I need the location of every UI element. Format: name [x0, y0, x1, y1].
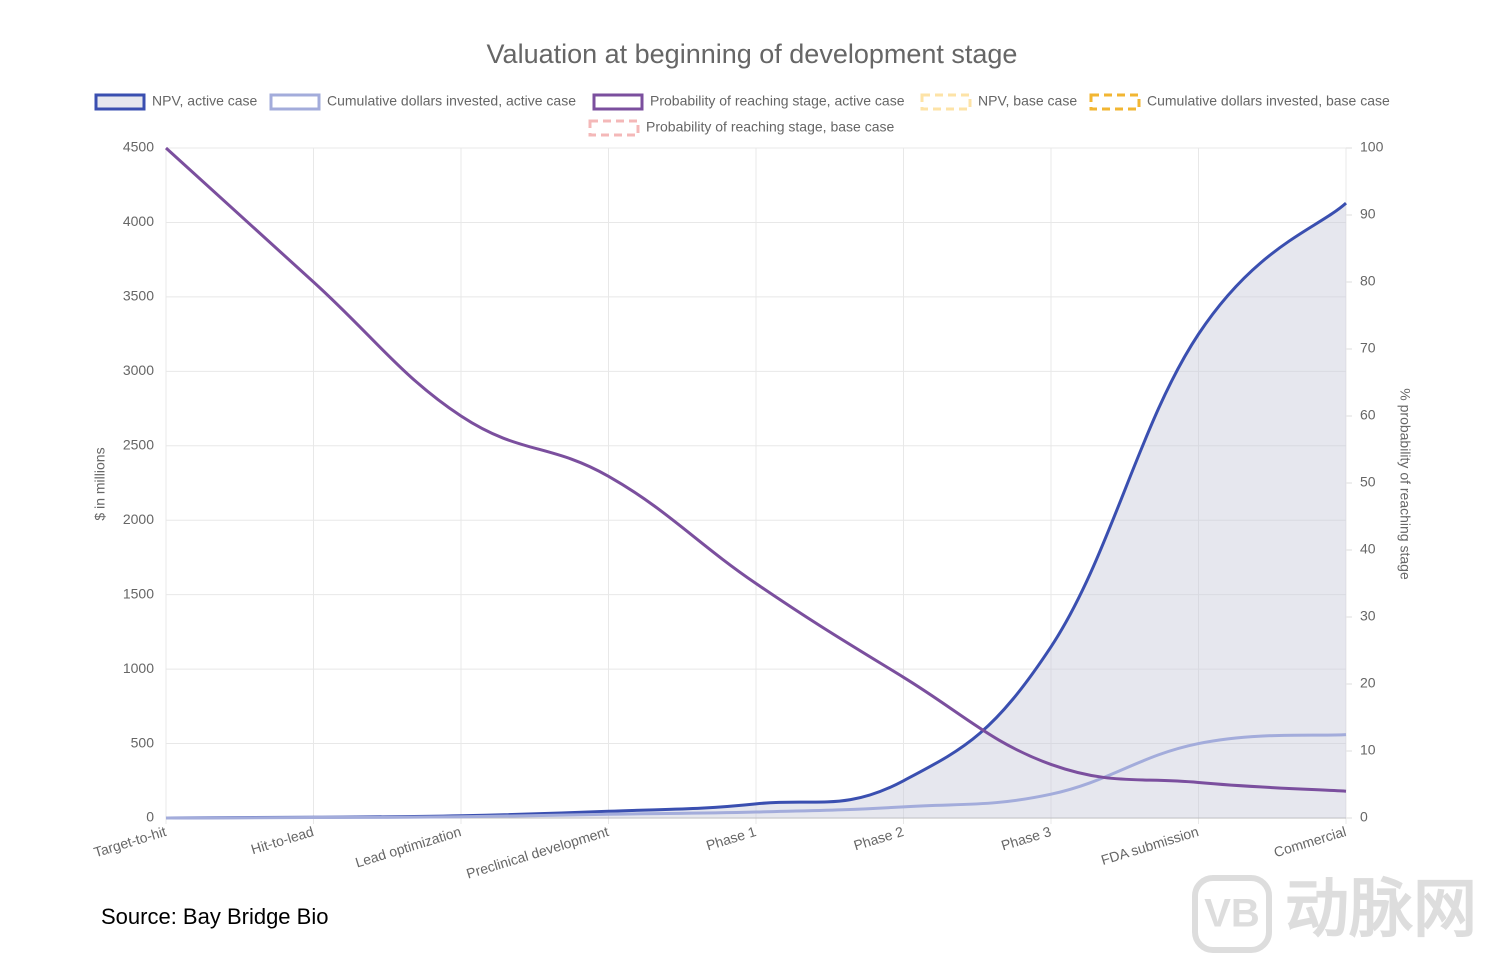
- legend-swatch: [1089, 93, 1141, 111]
- y2-tick-label: 40: [1360, 541, 1376, 557]
- x-tick-label: Hit-to-lead: [249, 823, 315, 857]
- y-tick-label: 3500: [123, 288, 154, 304]
- y-tick-label: 4000: [123, 213, 154, 229]
- legend-label: NPV, active case: [152, 93, 258, 109]
- y2-tick-label: 10: [1360, 742, 1376, 758]
- legend-label: NPV, base case: [978, 93, 1077, 109]
- legend-label: Cumulative dollars invested, active case: [327, 93, 576, 109]
- watermark-logo: VB: [1204, 892, 1260, 936]
- y-tick-label: 4500: [123, 139, 154, 155]
- y2-tick-label: 20: [1360, 675, 1376, 691]
- x-tick-label: FDA submission: [1099, 823, 1200, 868]
- legend-swatch: [269, 93, 321, 111]
- y-tick-label: 2000: [123, 511, 154, 527]
- y2-tick-label: 90: [1360, 206, 1376, 222]
- y2-tick-label: 100: [1360, 139, 1384, 155]
- y-tick-label: 1500: [123, 585, 154, 601]
- y2-axis-label: % probability of reaching stage: [1397, 388, 1413, 580]
- x-tick-label: Lead optimization: [353, 823, 463, 870]
- watermark-logo-frame: [1192, 875, 1272, 953]
- x-tick-label: Commercial: [1272, 823, 1348, 860]
- y2-tick-label: 50: [1360, 474, 1376, 490]
- y2-tick-label: 0: [1360, 809, 1368, 825]
- source: Source: Bay Bridge Bio: [101, 904, 328, 929]
- y-tick-label: 2500: [123, 436, 154, 452]
- y-tick-label: 500: [131, 734, 155, 750]
- x-tick-label: Target-to-hit: [92, 823, 168, 860]
- y-tick-label: 1000: [123, 660, 154, 676]
- line: [165, 733, 1347, 820]
- legend-swatch: [94, 93, 146, 111]
- line: [164, 146, 1347, 793]
- y2-tick-label: 80: [1360, 273, 1376, 289]
- legend-swatch: [592, 93, 644, 111]
- x-tick-label: Preclinical development: [464, 823, 610, 882]
- chart-title: Valuation at beginning of development st…: [487, 39, 1018, 69]
- x-tick-label: Phase 1: [704, 823, 758, 853]
- area: [166, 203, 1346, 819]
- y-axis-label: $ in millions: [92, 447, 108, 520]
- legend-swatch: [588, 119, 640, 137]
- legend-swatch: [920, 93, 972, 111]
- x-tick-label: Phase 3: [999, 823, 1053, 853]
- x-tick-label: Phase 2: [852, 823, 906, 853]
- y2-tick-label: 70: [1360, 340, 1376, 356]
- legend-label: Cumulative dollars invested, base case: [1147, 93, 1390, 109]
- y2-tick-label: 60: [1360, 407, 1376, 423]
- legend-label: Probability of reaching stage, active ca…: [650, 93, 905, 109]
- y-tick-label: 3000: [123, 362, 154, 378]
- y-tick-label: 0: [146, 809, 154, 825]
- legend-label: Probability of reaching stage, base case: [646, 119, 894, 135]
- y2-tick-label: 30: [1360, 608, 1376, 624]
- watermark: 动脉网: [1285, 873, 1477, 945]
